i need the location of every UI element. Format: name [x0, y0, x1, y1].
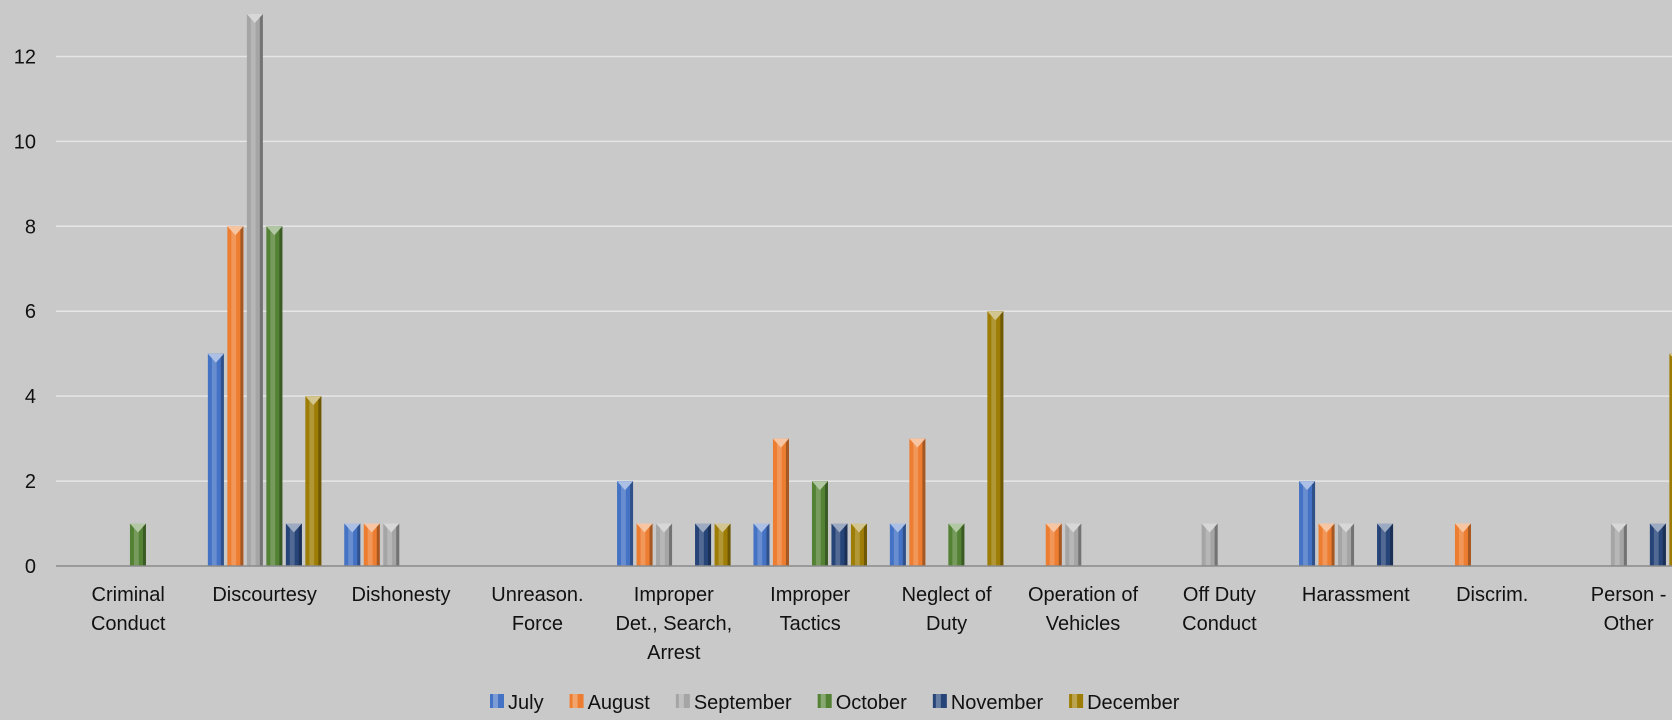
bar [1377, 523, 1394, 566]
y-tick-label: 10 [14, 131, 36, 153]
bar [1338, 523, 1355, 566]
bar [811, 481, 828, 566]
bar [1610, 523, 1627, 566]
bar [889, 523, 906, 566]
legend-item: November [932, 692, 1044, 714]
bar [1318, 523, 1335, 566]
x-category-label: Operation of Vehicles [1028, 584, 1139, 635]
y-tick-label: 8 [25, 216, 36, 238]
x-category-label: Improper Tactics [770, 584, 850, 635]
x-category-label: Neglect of Duty [902, 584, 992, 635]
legend-item: October [817, 692, 907, 714]
bar [1454, 523, 1471, 566]
bar [753, 523, 770, 566]
bar [1045, 523, 1062, 566]
legend-item: July [490, 692, 544, 714]
x-axis-category-labels: Criminal Conduct Discourtesy Dishonesty Unre… [91, 584, 1666, 664]
legend-item: September [675, 692, 792, 714]
bar [383, 523, 400, 566]
x-category-label: Unreason. Force [491, 584, 583, 635]
bar [909, 438, 926, 566]
x-category-label: Improper Det., Search, Arrest [615, 584, 732, 664]
legend-label: September [694, 692, 792, 714]
bar [636, 523, 653, 566]
legend-item: December [1069, 692, 1180, 714]
bar [344, 523, 361, 566]
bar [772, 438, 789, 566]
x-category-label: Off Duty Conduct [1182, 584, 1257, 635]
y-tick-label: 6 [25, 301, 36, 323]
bar [617, 481, 634, 566]
legend-label: October [836, 692, 907, 714]
y-axis-tick-labels: 0 2 4 6 8 10 12 [14, 46, 36, 578]
legend-label: July [508, 692, 544, 714]
legend: July August September October November Decemb… [490, 692, 1180, 714]
bar [695, 523, 712, 566]
bar [227, 226, 244, 567]
bar [285, 523, 302, 566]
bar [363, 523, 380, 566]
x-category-label: Discrim. [1456, 584, 1528, 606]
bar [656, 523, 673, 566]
bar [1299, 481, 1316, 566]
bar [1201, 523, 1218, 566]
x-category-label: Person -Other [1591, 584, 1667, 635]
x-category-label: Criminal Conduct [91, 584, 166, 635]
y-tick-label: 2 [25, 471, 36, 493]
bar [1669, 353, 1672, 566]
legend-label: December [1087, 692, 1180, 714]
bar [850, 523, 867, 566]
bar [129, 523, 146, 566]
legend-item: August [569, 692, 651, 714]
bar [207, 353, 224, 566]
x-category-label: Dishonesty [352, 584, 451, 606]
bar [1649, 523, 1666, 566]
bar [266, 226, 283, 567]
bar [305, 396, 322, 566]
legend-label: August [588, 692, 651, 714]
bar [1065, 523, 1082, 566]
bar [714, 523, 731, 566]
gridlines [56, 55, 1672, 482]
bar [831, 523, 848, 566]
legend-label: November [951, 692, 1044, 714]
bar [948, 523, 965, 566]
x-category-label: Harassment [1302, 584, 1410, 606]
x-category-label: Discourtesy [212, 584, 316, 606]
y-tick-label: 4 [25, 386, 36, 408]
y-tick-label: 12 [14, 46, 36, 68]
bar [246, 14, 263, 566]
bar [987, 311, 1004, 566]
bar-series [129, 14, 1672, 567]
y-tick-label: 0 [25, 556, 36, 578]
